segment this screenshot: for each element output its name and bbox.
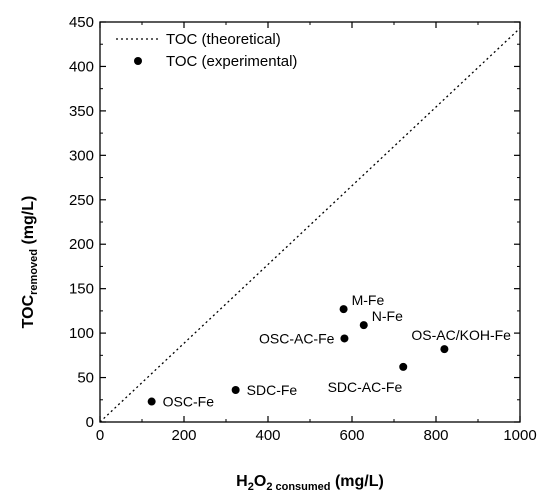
legend-dot-swatch xyxy=(134,57,142,65)
x-tick-label-1: 200 xyxy=(171,427,196,444)
data-point-4 xyxy=(340,334,349,343)
x-tick-label-0: 0 xyxy=(96,427,104,444)
data-label-4: OSC-AC-Fe xyxy=(259,330,335,346)
y-axis-title-main: TOC xyxy=(20,294,37,328)
data-point-0 xyxy=(147,397,156,406)
x-axis-title-sub2: 2 consumed xyxy=(266,481,330,493)
x-axis-title: H2O2 consumed (mg/L) xyxy=(236,473,384,493)
legend-label-theoretical: TOC (theoretical) xyxy=(166,31,281,48)
y-tick-label-4: 200 xyxy=(69,236,94,253)
data-point-5 xyxy=(399,362,408,371)
y-tick-label-7: 350 xyxy=(69,103,94,120)
y-tick-label-5: 250 xyxy=(69,192,94,209)
x-axis-title-mid: O xyxy=(254,473,266,490)
x-tick-label-5: 1000 xyxy=(503,427,536,444)
data-point-2 xyxy=(339,305,348,314)
y-tick-label-1: 50 xyxy=(77,370,94,387)
x-tick-label-2: 400 xyxy=(255,427,280,444)
y-tick-label-6: 300 xyxy=(69,147,94,164)
y-tick-label-3: 150 xyxy=(69,281,94,298)
data-point-6 xyxy=(440,345,449,354)
data-point-3 xyxy=(359,321,368,330)
plot-frame xyxy=(99,21,521,423)
legend-label-experimental: TOC (experimental) xyxy=(166,53,297,70)
y-tick-label-8: 400 xyxy=(69,58,94,75)
theoretical-line xyxy=(99,27,521,423)
data-label-2: M-Fe xyxy=(352,292,385,308)
x-tick-label-4: 800 xyxy=(423,427,448,444)
data-label-1: SDC-Fe xyxy=(247,382,298,398)
y-tick-label-0: 0 xyxy=(86,414,94,431)
data-label-3: N-Fe xyxy=(372,308,403,324)
x-axis-title-sub1: 2 xyxy=(248,481,254,493)
x-axis-title-unit: (mg/L) xyxy=(331,473,384,490)
data-label-0: OSC-Fe xyxy=(163,394,215,410)
y-tick-label-2: 100 xyxy=(69,325,94,342)
y-axis-title-unit: (mg/L) xyxy=(20,196,37,249)
y-axis-title-sub: removed xyxy=(28,249,40,295)
data-label-6: OS-AC/KOH-Fe xyxy=(411,327,511,343)
x-tick-label-3: 600 xyxy=(339,427,364,444)
data-point-1 xyxy=(231,386,240,394)
x-axis-title-main: H xyxy=(236,473,248,490)
data-label-5: SDC-AC-Fe xyxy=(328,379,403,395)
y-axis-title: TOCremoved (mg/L) xyxy=(20,196,40,329)
y-tick-label-9: 450 xyxy=(69,14,94,31)
